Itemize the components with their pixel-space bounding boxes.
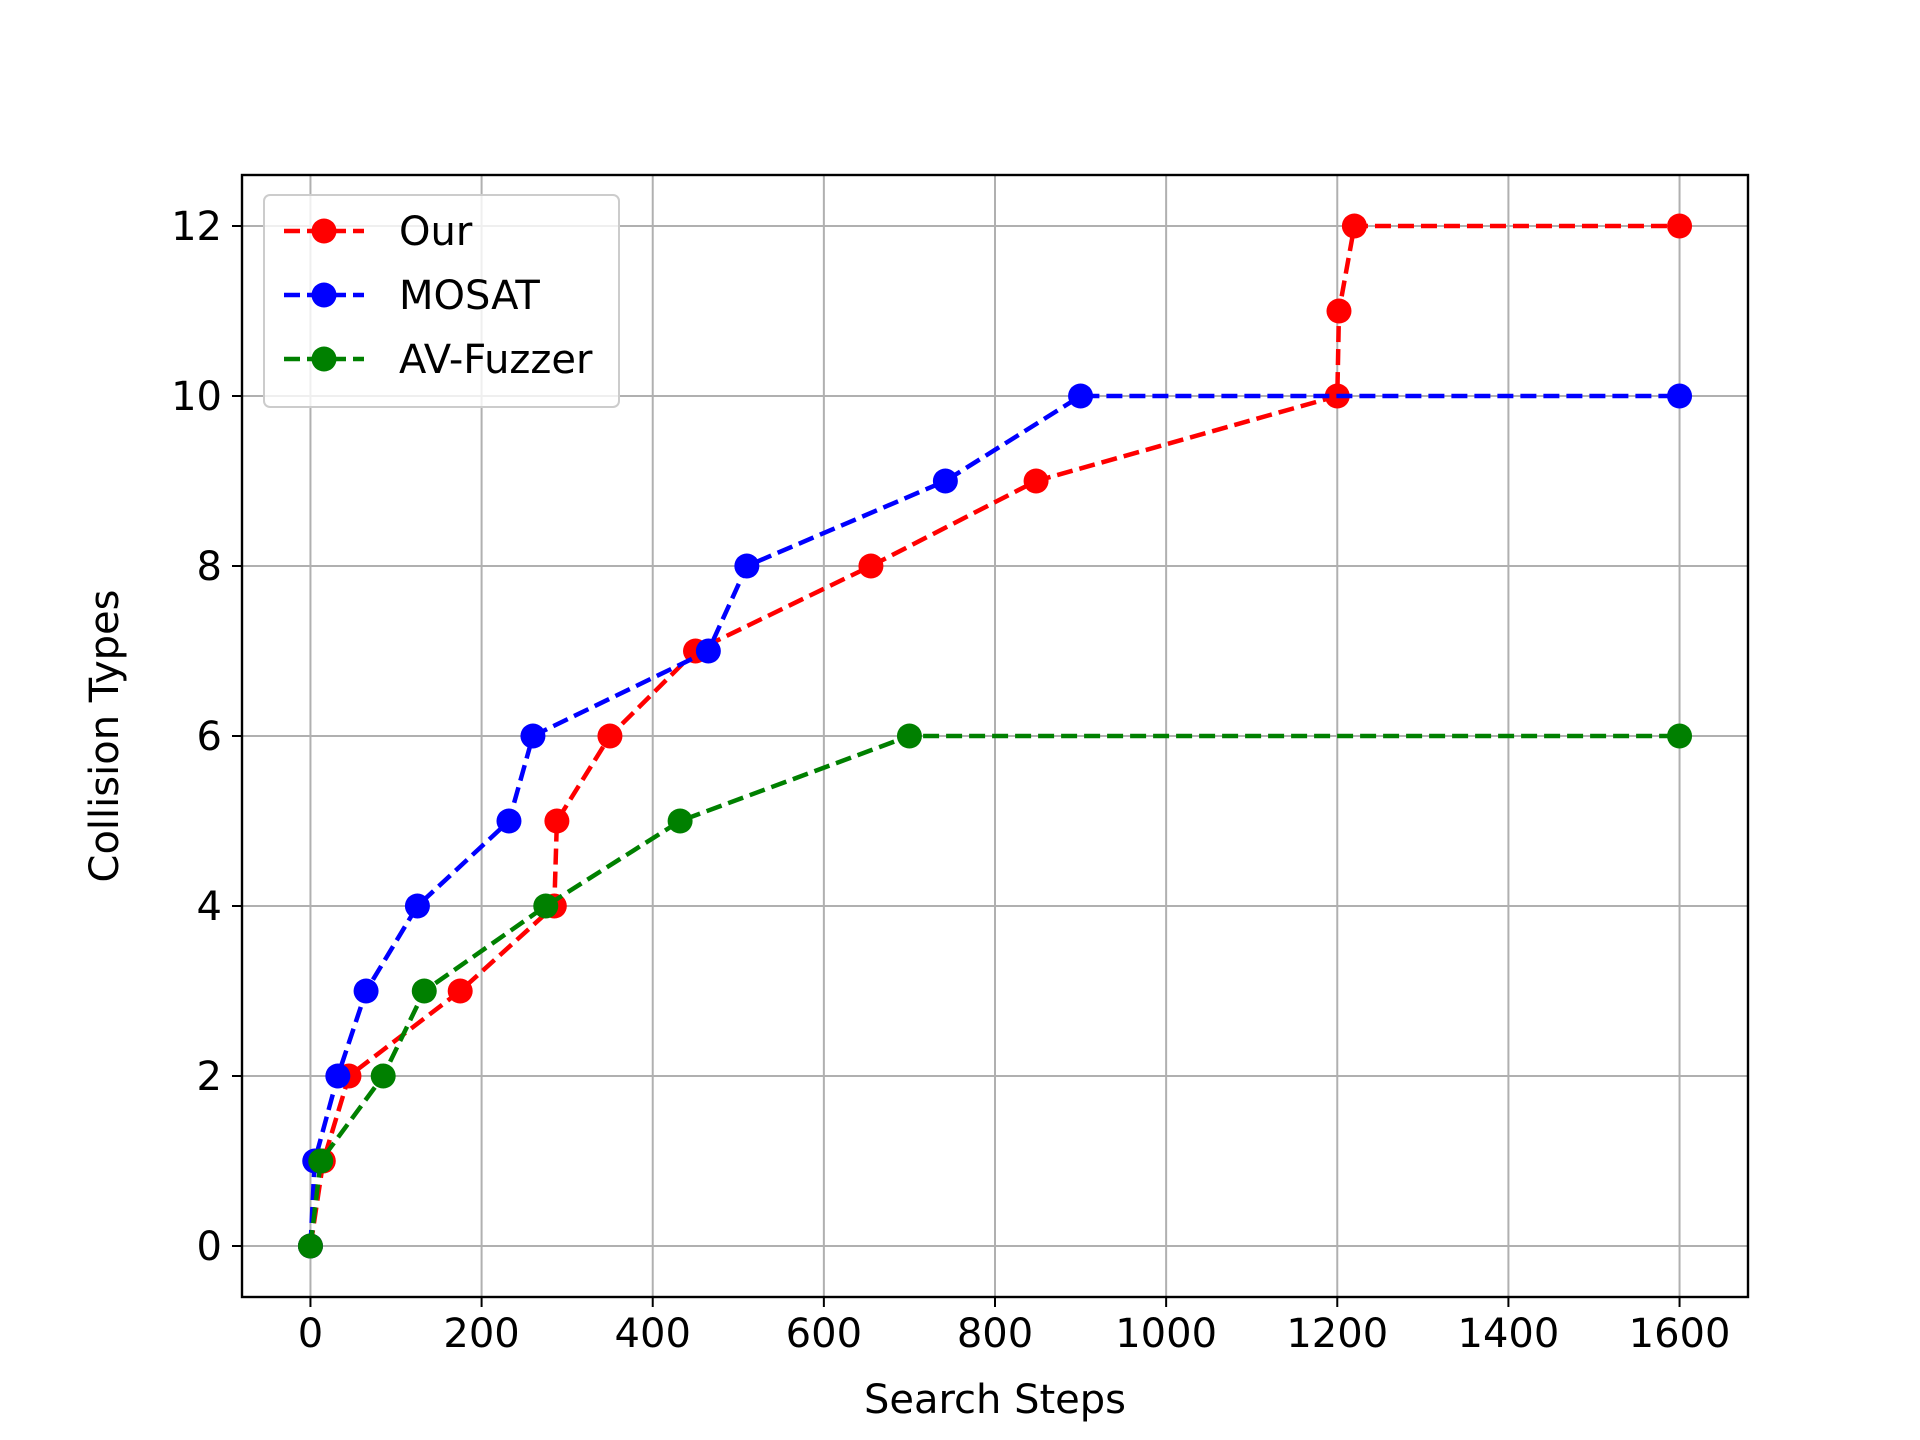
x-tick-label: 0 [298,1311,323,1357]
series-line [308,733,1680,1247]
data-point [1023,468,1049,494]
legend: Our MOSAT AV-Fuzzer [263,194,620,408]
x-tick-label: 1200 [1286,1311,1388,1357]
data-point [447,978,473,1004]
y-tick-label: 8 [197,544,222,590]
data-point [520,723,546,749]
data-point [297,1233,323,1259]
data-point [1667,383,1693,409]
data-point [1341,213,1367,239]
data-point [667,808,693,834]
data-point [597,723,623,749]
x-tick-label: 400 [615,1311,691,1357]
x-tick-label: 800 [957,1311,1033,1357]
legend-item: Our [284,209,473,255]
x-axis-label: Search Steps [864,1377,1126,1423]
grid [242,175,1748,1297]
data-point [404,893,430,919]
y-axis-label: Collision Types [82,590,128,883]
series-line [308,393,1680,1247]
legend-label: MOSAT [399,273,540,319]
series-layer [297,213,1693,1259]
data-point [1326,298,1352,324]
y-tick-label: 12 [171,204,222,250]
data-point [411,978,437,1004]
legend-label: Our [399,209,473,255]
data-point [1068,383,1094,409]
legend-label: AV-Fuzzer [399,337,593,383]
data-point [695,638,721,664]
legend-box [263,194,620,408]
x-tick-label: 1000 [1115,1311,1217,1357]
data-point [1667,723,1693,749]
data-point [496,808,522,834]
data-point [734,553,760,579]
legend-swatch-marker [311,282,337,308]
x-tick-label: 600 [786,1311,862,1357]
y-tick-label: 10 [171,374,222,420]
data-point [353,978,379,1004]
data-point [1667,213,1693,239]
legend-swatch-marker [311,346,337,372]
data-point [308,1148,334,1174]
y-tick-label: 6 [197,714,222,760]
data-point [325,1063,351,1089]
data-point [544,808,570,834]
data-point [932,468,958,494]
legend-item: MOSAT [284,273,540,319]
x-tick-label: 200 [443,1311,519,1357]
data-point [858,553,884,579]
series-line [308,223,1680,1247]
y-tick-label: 0 [197,1224,222,1270]
x-tick-label: 1400 [1458,1311,1560,1357]
legend-swatch-marker [311,218,337,244]
y-tick-label: 2 [197,1054,222,1100]
y-tick-label: 4 [197,884,222,930]
data-point [370,1063,396,1089]
series-2 [297,723,1693,1259]
ticks: 0 200 400 600 800 1000 1200 1400 1600 0 2 4 6 8 10 12 [171,204,1730,1357]
data-point [896,723,922,749]
legend-item: AV-Fuzzer [284,337,593,383]
x-tick-label: 1600 [1629,1311,1731,1357]
data-point [533,893,559,919]
